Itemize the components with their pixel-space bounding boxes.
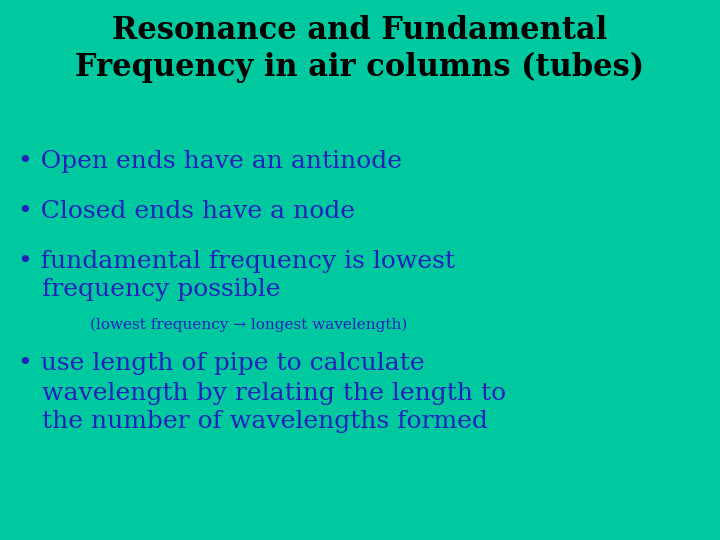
Text: • use length of pipe to calculate: • use length of pipe to calculate bbox=[18, 352, 425, 375]
Text: • Open ends have an antinode: • Open ends have an antinode bbox=[18, 150, 402, 173]
Text: (lowest frequency → longest wavelength): (lowest frequency → longest wavelength) bbox=[90, 318, 408, 333]
Text: • Closed ends have a node: • Closed ends have a node bbox=[18, 200, 355, 223]
Text: • fundamental frequency is lowest: • fundamental frequency is lowest bbox=[18, 250, 455, 273]
Text: frequency possible: frequency possible bbox=[42, 278, 281, 301]
Text: Resonance and Fundamental
Frequency in air columns (tubes): Resonance and Fundamental Frequency in a… bbox=[76, 15, 644, 83]
Text: wavelength by relating the length to: wavelength by relating the length to bbox=[42, 382, 506, 405]
Text: the number of wavelengths formed: the number of wavelengths formed bbox=[42, 410, 488, 433]
